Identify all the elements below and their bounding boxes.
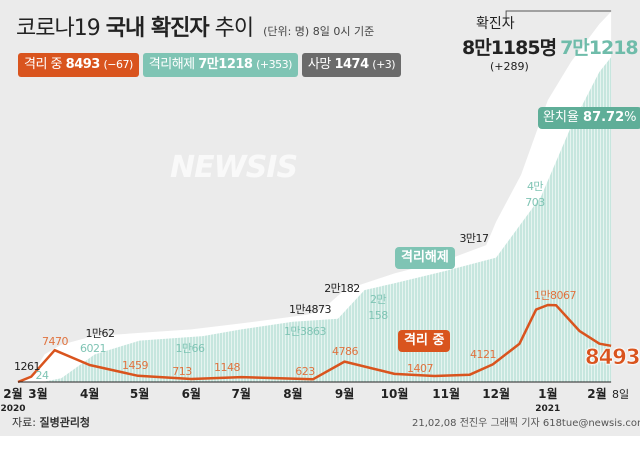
badge-value: 8493	[65, 57, 101, 72]
data-label: 4786	[332, 345, 358, 358]
x-tick-label: 10월	[381, 386, 409, 401]
badge-delta: (+353)	[256, 58, 292, 71]
badge-value: 1474	[334, 57, 369, 72]
data-label: 623	[295, 365, 315, 378]
data-label: 6021	[80, 342, 106, 355]
data-label: 3만17	[459, 232, 489, 245]
data-label: 2만182	[324, 282, 360, 295]
rate-unit: %	[624, 110, 637, 125]
data-label: 713	[172, 365, 192, 378]
x-tick-label: 11월	[432, 386, 460, 401]
data-label: 7470	[42, 335, 68, 348]
data-label: 4만	[527, 180, 543, 193]
x-tick-label: 8일	[612, 387, 629, 401]
summary-badges: 격리 중 8493 (−67) 격리해제 7만1218 (+353) 사망 14…	[18, 53, 402, 77]
active-series-label: 격리 중	[398, 330, 451, 352]
total-value: 8만1185명	[462, 37, 557, 59]
data-label: 1만4873	[289, 303, 332, 316]
x-tick-label: 3월	[28, 386, 47, 401]
total-confirmed: 확진자 8만1185명 7만1218 (+289)	[462, 13, 639, 73]
x-tick-label: 1월	[538, 386, 557, 401]
x-tick-label: 12월	[482, 386, 510, 401]
badge-label: 격리해제	[148, 57, 195, 72]
data-label: 1148	[214, 361, 240, 374]
rate-value: 87.72	[583, 110, 625, 125]
watermark: NEWSIS	[170, 150, 298, 185]
data-label: 1만3863	[284, 325, 327, 338]
total-label: 확진자	[476, 16, 515, 32]
source-label: 자료:	[12, 416, 36, 429]
released-area	[18, 57, 612, 382]
data-label: 2만	[370, 293, 386, 306]
title-bold: 국내 확진자	[105, 16, 210, 41]
x-tick-label: 5월	[130, 386, 149, 401]
x-tick-label: 2월	[587, 386, 606, 401]
title-regular: 코로나19	[16, 16, 101, 41]
recovery-rate: 완치율 87.72%	[538, 107, 640, 129]
source: 자료: 질병관리청	[12, 414, 90, 430]
source-value: 질병관리청	[39, 416, 91, 429]
released-series-label: 격리해제	[395, 247, 455, 269]
data-label: 703	[525, 196, 545, 209]
badge-label: 사망	[307, 57, 331, 72]
data-label: 1407	[407, 362, 433, 375]
x-tick-label: 9월	[335, 386, 354, 401]
x-tick-year: 2021	[535, 404, 560, 414]
title-rest: 추이	[214, 16, 254, 41]
credit: 21,02,08 전진우 그래픽 기자 618tue@newsis.com	[412, 418, 640, 429]
badge-value: 7만1218	[198, 57, 253, 72]
page-title: 코로나19 국내 확진자 추이 (단위: 명) 8일 0시 기준	[16, 10, 374, 42]
data-label: 1459	[122, 359, 148, 372]
badge-deaths: 사망 1474 (+3)	[301, 53, 402, 77]
data-label: 1만66	[175, 342, 205, 355]
x-tick-year: 2020	[0, 404, 25, 414]
data-label: 1261	[14, 360, 40, 373]
x-tick-label: 8월	[283, 386, 302, 401]
badge-active: 격리 중 8493 (−67)	[18, 53, 139, 77]
final-active-value: 8493	[585, 345, 640, 370]
x-tick-label: 7월	[232, 386, 251, 401]
x-tick-label: 4월	[80, 386, 99, 401]
badge-delta: (−67)	[103, 58, 133, 71]
data-label: 4121	[470, 348, 496, 361]
badge-label: 격리 중	[24, 57, 63, 72]
title-unit: (단위: 명) 8일 0시 기준	[263, 25, 375, 38]
data-label: 24	[36, 369, 49, 382]
x-tick-label: 2월	[3, 386, 22, 401]
active-line	[17, 303, 612, 384]
total-released: 7만1218	[560, 37, 639, 59]
x-tick-label: 6월	[182, 386, 201, 401]
badge-released: 격리해제 7만1218 (+353)	[142, 53, 298, 77]
total-change: (+289)	[490, 60, 529, 73]
data-label: 158	[368, 309, 388, 322]
badge-delta: (+3)	[372, 58, 396, 71]
total-bracket	[505, 10, 612, 18]
data-label: 1만62	[85, 327, 114, 340]
rate-label: 완치율	[543, 110, 579, 125]
data-label: 1만8067	[534, 289, 577, 302]
